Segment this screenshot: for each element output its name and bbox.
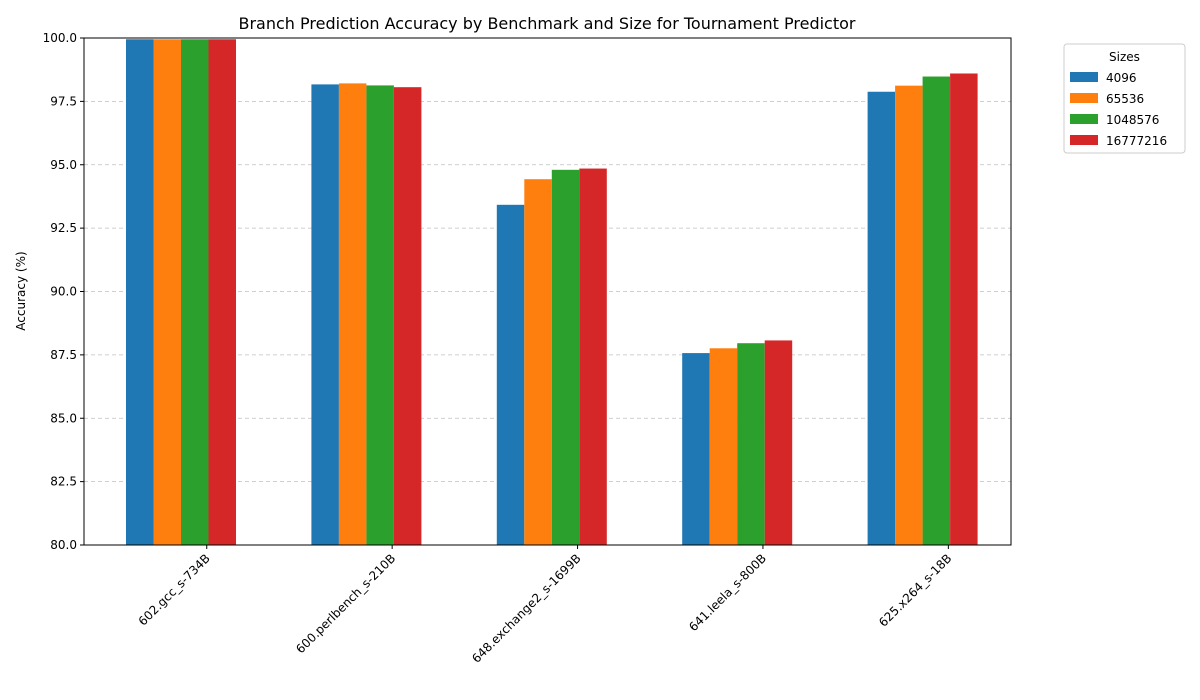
y-tick-label: 87.5 — [50, 348, 77, 362]
legend-title: Sizes — [1109, 50, 1140, 64]
y-axis-label: Accuracy (%) — [14, 251, 28, 330]
y-tick-label: 95.0 — [50, 158, 77, 172]
bars — [126, 39, 978, 546]
legend-swatch — [1070, 135, 1098, 145]
bar-16777216-625.x264_s-18B — [950, 73, 978, 546]
legend-label: 4096 — [1106, 71, 1137, 85]
bar-65536-648.exchange2_s-1699B — [524, 179, 552, 545]
y-axis: 80.0 82.5 85.0 87.5 90.0 92.5 95.0 97.5 100.0 — [43, 31, 84, 552]
y-tick-label: 90.0 — [50, 285, 77, 299]
bar-16777216-648.exchange2_s-1699B — [579, 168, 607, 546]
bar-4096-625.x264_s-18B — [867, 91, 896, 545]
bar-65536-600.perlbench_s-210B — [338, 83, 367, 546]
bar-16777216-602.gcc_s-734B — [208, 39, 236, 546]
legend-label: 16777216 — [1106, 134, 1167, 148]
y-tick-label: 85.0 — [50, 411, 77, 425]
bar-16777216-600.perlbench_s-210B — [393, 87, 422, 545]
y-tick-label: 100.0 — [43, 31, 77, 45]
bar-65536-602.gcc_s-734B — [153, 39, 181, 546]
legend-label: 65536 — [1106, 92, 1144, 106]
x-tick-label: 641.leela_s-800B — [686, 551, 769, 634]
legend: Sizes 4096 65536 1048576 16777216 — [1063, 43, 1186, 154]
bar-65536-625.x264_s-18B — [895, 85, 923, 546]
legend-swatch — [1070, 114, 1098, 124]
legend-swatch — [1070, 93, 1098, 103]
bar-1048576-600.perlbench_s-210B — [366, 85, 394, 545]
x-tick-label: 648.exchange2_s-1699B — [469, 551, 584, 666]
bar-1048576-648.exchange2_s-1699B — [551, 169, 580, 545]
x-tick-label: 602.gcc_s-734B — [136, 551, 213, 628]
y-tick-label: 80.0 — [50, 538, 77, 552]
bar-4096-602.gcc_s-734B — [126, 39, 154, 546]
legend-swatch — [1070, 72, 1098, 82]
bar-4096-641.leela_s-800B — [682, 353, 710, 545]
bar-1048576-602.gcc_s-734B — [181, 39, 209, 546]
bar-16777216-641.leela_s-800B — [764, 340, 793, 545]
legend-box — [1063, 43, 1186, 154]
bar-4096-600.perlbench_s-210B — [311, 84, 339, 545]
y-tick-label: 97.5 — [50, 94, 77, 108]
bar-4096-648.exchange2_s-1699B — [496, 204, 525, 546]
bar-65536-641.leela_s-800B — [709, 348, 738, 545]
bar-1048576-625.x264_s-18B — [922, 76, 951, 546]
x-tick-label: 625.x264_s-18B — [876, 551, 954, 629]
legend-label: 1048576 — [1106, 113, 1159, 127]
chart-title: Branch Prediction Accuracy by Benchmark … — [239, 14, 856, 33]
x-axis: 602.gcc_s-734B 600.perlbench_s-210B 648.ex… — [136, 545, 954, 666]
bar-1048576-641.leela_s-800B — [737, 343, 765, 545]
x-tick-label: 600.perlbench_s-210B — [293, 551, 398, 656]
y-tick-label: 92.5 — [50, 221, 77, 235]
y-tick-label: 82.5 — [50, 475, 77, 489]
